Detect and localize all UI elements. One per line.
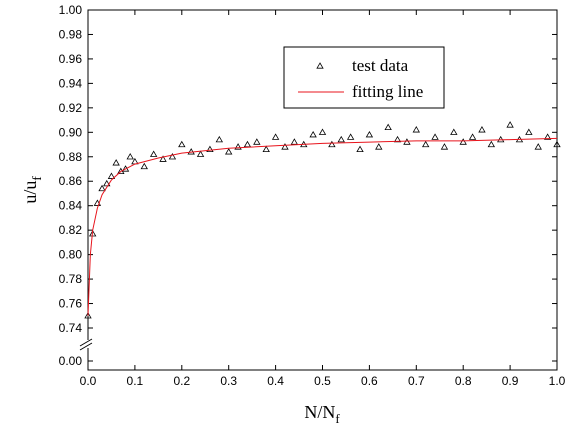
data-point: [107, 172, 116, 179]
data-point: [140, 162, 148, 170]
data-point: [337, 135, 345, 143]
x-tick-label: 0.7: [408, 374, 425, 388]
legend-box: [283, 46, 445, 109]
y-tick-label: 1.00: [59, 3, 83, 17]
data-point: [196, 150, 205, 157]
y-tick-label: 0.88: [59, 150, 83, 164]
data-point: [88, 230, 97, 237]
y-tick-label: 0.94: [59, 76, 83, 90]
data-point: [281, 143, 289, 150]
legend-label: fitting line: [352, 82, 423, 101]
y-axis-title-main: u/u: [20, 181, 40, 204]
y-tick-label: 0.00: [59, 354, 83, 368]
data-point: [421, 140, 430, 148]
data-point: [365, 130, 374, 138]
x-axis-title-main: N/N: [304, 402, 335, 422]
data-point: [290, 138, 299, 145]
y-tick-label: 0.98: [59, 27, 83, 41]
x-tick-label: 0.5: [314, 374, 331, 388]
data-point: [506, 121, 514, 128]
data-point: [271, 133, 280, 140]
data-point: [206, 145, 214, 153]
data-point: [328, 140, 336, 148]
data-point: [403, 138, 411, 145]
x-tick-label: 0.8: [455, 374, 472, 388]
x-axis-title: N/Nf: [304, 402, 340, 426]
data-point: [234, 143, 242, 150]
y-tick-label: 0.84: [59, 199, 83, 213]
y-tick-label: 0.96: [59, 52, 83, 66]
data-point: [168, 152, 177, 160]
y-axis-title-sub: f: [29, 176, 44, 181]
x-tick-label: 0.0: [80, 374, 97, 388]
data-point: [112, 159, 120, 166]
data-point: [478, 126, 486, 133]
data-point: [149, 150, 158, 157]
data-point: [487, 140, 496, 148]
x-tick-label: 0.4: [267, 374, 284, 388]
data-point: [262, 145, 270, 153]
y-tick-label: 0.86: [59, 174, 83, 188]
data-point: [412, 126, 420, 133]
y-tick-label: 0.76: [59, 297, 83, 311]
data-point: [534, 143, 542, 150]
y-tick-label: 0.74: [59, 321, 83, 335]
data-point: [243, 140, 252, 148]
x-tick-label: 0.9: [502, 374, 519, 388]
data-point: [459, 138, 467, 145]
data-point: [309, 130, 317, 138]
data-point: [384, 123, 392, 131]
data-point: [225, 148, 233, 155]
data-point: [318, 128, 327, 135]
data-point: [356, 145, 364, 153]
data-point: [497, 135, 505, 143]
x-tick-label: 0.2: [173, 374, 190, 388]
axis-break-mark: [79, 338, 93, 347]
data-point: [103, 179, 111, 187]
legend-label: test data: [352, 56, 409, 75]
x-axis-title-sub: f: [335, 411, 340, 426]
axis-break-mark: [79, 342, 93, 351]
axis-break-gap: [80, 340, 96, 348]
y-tick-label: 0.78: [59, 272, 83, 286]
data-point: [525, 128, 533, 135]
data-point: [159, 155, 167, 162]
data-point: [431, 133, 439, 140]
data-point: [98, 184, 106, 192]
x-tick-label: 0.3: [220, 374, 237, 388]
data-point: [553, 140, 561, 148]
y-tick-label: 0.80: [59, 248, 83, 262]
fit-line: [87, 137, 558, 316]
data-point: [375, 143, 383, 150]
y-tick-label: 0.82: [59, 223, 83, 237]
data-point: [440, 143, 449, 150]
data-point: [126, 152, 134, 160]
data-point: [253, 138, 261, 145]
data-point: [468, 133, 477, 140]
y-axis-title: u/uf: [20, 176, 44, 204]
data-point: [84, 311, 92, 319]
data-point: [543, 133, 552, 140]
y-tick-label: 0.92: [59, 101, 83, 115]
y-tick-label: 0.90: [59, 125, 83, 139]
data-point: [450, 128, 458, 135]
data-point: [215, 135, 224, 143]
x-tick-label: 0.1: [127, 374, 144, 388]
data-point: [346, 133, 355, 140]
legend-marker: [316, 62, 324, 69]
x-tick-label: 1.0: [549, 374, 566, 388]
x-tick-label: 0.6: [361, 374, 378, 388]
data-point: [178, 140, 186, 148]
